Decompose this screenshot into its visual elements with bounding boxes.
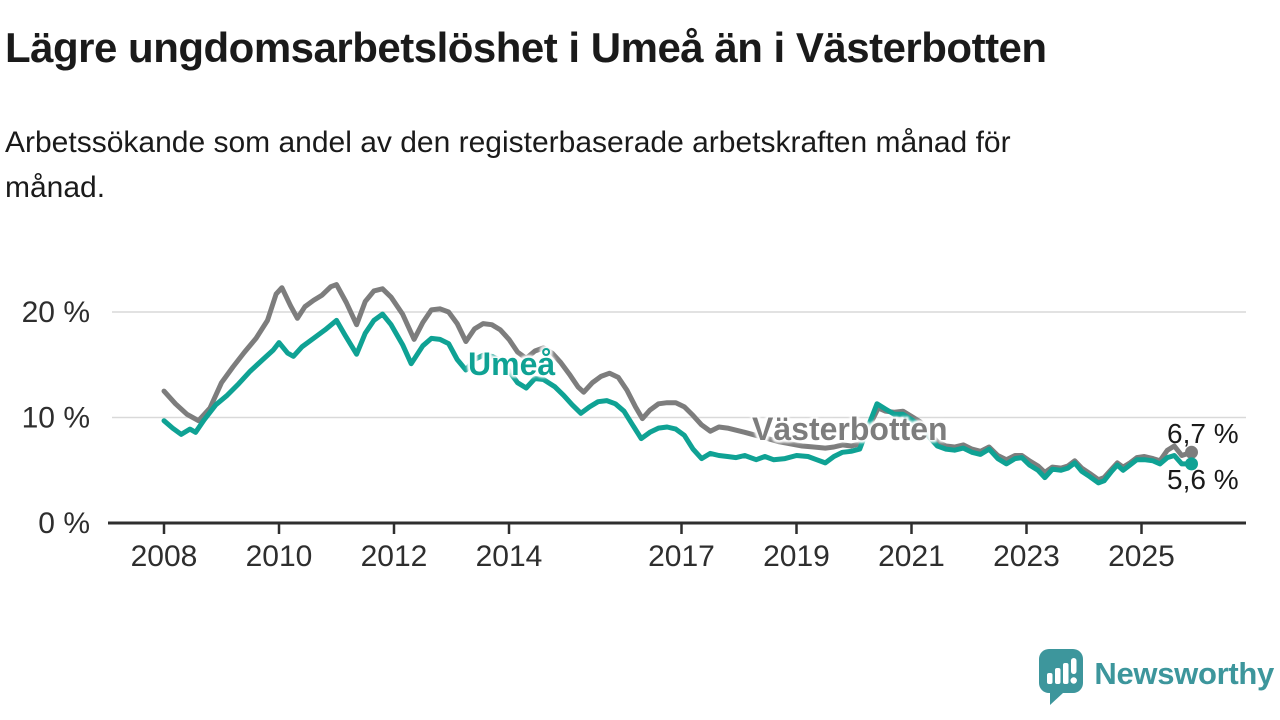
x-axis-label: 2017 bbox=[648, 540, 715, 573]
end-value-label-umea: 5,6 % bbox=[1167, 464, 1239, 495]
x-axis-label: 2008 bbox=[131, 540, 198, 573]
x-axis-label: 2012 bbox=[361, 540, 428, 573]
x-axis-label: 2023 bbox=[993, 540, 1060, 573]
newsworthy-logo-icon bbox=[1039, 649, 1084, 705]
chart-subtitle: Arbetssökande som andel av den registerb… bbox=[5, 126, 1011, 204]
series-end-dot-umea bbox=[1185, 457, 1198, 471]
x-axis-label: 2021 bbox=[878, 540, 945, 573]
y-axis-label: 20 % bbox=[22, 296, 90, 329]
series-label-umea: Umeå bbox=[468, 346, 556, 382]
x-axis-label: 2010 bbox=[246, 540, 313, 573]
end-value-label-vasterbotten: 6,7 % bbox=[1167, 418, 1239, 449]
series-line-umea bbox=[161, 311, 1194, 486]
x-axis-label: 2025 bbox=[1108, 540, 1175, 573]
x-axis-label: 2014 bbox=[476, 540, 543, 573]
x-axis-label: 2019 bbox=[763, 540, 830, 573]
series-line-vasterbotten bbox=[161, 282, 1194, 483]
series-label-vasterbotten: Västerbotten bbox=[752, 411, 948, 447]
series-end-dot-vasterbotten bbox=[1185, 445, 1198, 459]
y-axis-label: 10 % bbox=[22, 402, 90, 435]
chart-title: Lägre ungdomsarbetslöshet i Umeå än i Vä… bbox=[5, 24, 1047, 71]
brand-footer: Newsworthy bbox=[1038, 648, 1274, 706]
y-axis-label: 0 % bbox=[38, 507, 90, 540]
brand-name: Newsworthy bbox=[1094, 656, 1274, 691]
